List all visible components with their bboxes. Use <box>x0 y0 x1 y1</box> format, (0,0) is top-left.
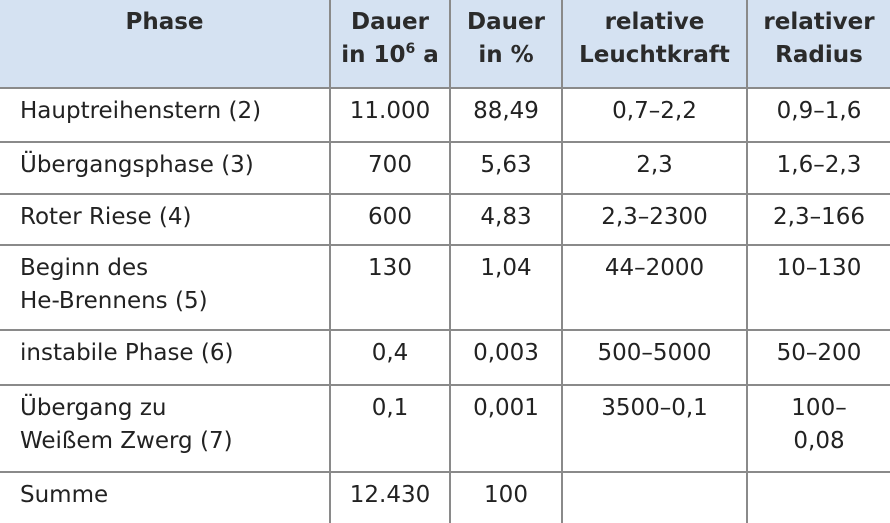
cell-text: instabile Phase (6) <box>20 340 234 366</box>
cell-text: 1,04 <box>480 255 532 281</box>
table-cell: 2,3–2300 <box>561 193 748 246</box>
cell-text: Übergang zu <box>20 395 167 421</box>
table-cell: 3500–0,1 <box>561 384 748 473</box>
table-cell: Hauptreihenstern (2) <box>0 87 331 143</box>
cell-text: 100 <box>484 482 528 508</box>
cell-text: 0,1 <box>371 395 409 421</box>
cell-text: 500–5000 <box>597 340 712 366</box>
table-cell <box>746 471 890 523</box>
table-cell: 600 <box>329 193 451 246</box>
header-row: Phase Dauer in 106 a Dauer in % relative Leuch… <box>0 0 890 89</box>
cell-text: 600 <box>368 204 412 230</box>
cell-text: 0,001 <box>473 395 539 421</box>
cell-text: 4,83 <box>480 204 532 230</box>
table-cell: Beginn des He-Brennens (5) <box>0 244 331 331</box>
cell-text: Weißem Zwerg (7) <box>20 428 233 454</box>
table-cell: 2,3–166 <box>746 193 890 246</box>
table-cell: 0,003 <box>449 329 563 386</box>
header-text: a <box>415 42 439 68</box>
cell-text: 2,3–2300 <box>601 204 708 230</box>
table-cell: 12.430 <box>329 471 451 523</box>
table-cell: 0,7–2,2 <box>561 87 748 143</box>
cell-text: 130 <box>368 255 412 281</box>
table-cell: 0,4 <box>329 329 451 386</box>
table-cell: 0,1 <box>329 384 451 473</box>
header-line: Dauer <box>351 9 429 35</box>
table-cell: 0,001 <box>449 384 563 473</box>
cell-text: 0,003 <box>473 340 539 366</box>
cell-text: 0,08 <box>793 428 845 454</box>
table-cell: instabile Phase (6) <box>0 329 331 386</box>
header-line: in 106 a <box>341 39 439 72</box>
header-cell: relative Leuchtkraft <box>561 0 748 89</box>
table-cell: 2,3 <box>561 141 748 195</box>
cell-text: He-Brennens (5) <box>20 288 208 314</box>
cell-text: 10–130 <box>776 255 862 281</box>
table-cell: 700 <box>329 141 451 195</box>
header-text: in 10 <box>341 42 406 68</box>
cell-text: 0,7–2,2 <box>612 98 697 124</box>
cell-text: 88,49 <box>473 98 539 124</box>
table-cell: 11.000 <box>329 87 451 143</box>
cell-text: Summe <box>20 482 109 508</box>
cell-text: 100– <box>791 395 847 421</box>
cell-text: Übergangsphase (3) <box>20 152 254 178</box>
table-cell: 0,9–1,6 <box>746 87 890 143</box>
cell-text: Hauptreihenstern (2) <box>20 98 262 124</box>
header-line: relativer <box>763 9 875 35</box>
table-cell: 500–5000 <box>561 329 748 386</box>
table-cell: Übergangsphase (3) <box>0 141 331 195</box>
table-cell: 50–200 <box>746 329 890 386</box>
cell-text: 2,3 <box>636 152 673 178</box>
table-row: Übergang zu Weißem Zwerg (7) 0,1 0,001 3500–… <box>0 384 890 473</box>
table-cell: 1,04 <box>449 244 563 331</box>
cell-text: Roter Riese (4) <box>20 204 192 230</box>
table-row: Hauptreihenstern (2) 11.000 88,49 0,7–2,2 0,… <box>0 87 890 143</box>
table-cell: 130 <box>329 244 451 331</box>
table-cell: 1,6–2,3 <box>746 141 890 195</box>
cell-text: 0,4 <box>371 340 409 366</box>
table-cell: 44–2000 <box>561 244 748 331</box>
table-cell: Roter Riese (4) <box>0 193 331 246</box>
cell-text: 2,3–166 <box>773 204 865 230</box>
table-cell <box>561 471 748 523</box>
table-row: instabile Phase (6) 0,4 0,003 500–5000 50–20… <box>0 329 890 386</box>
header-line: relative <box>604 9 705 35</box>
table-cell: 10–130 <box>746 244 890 331</box>
header-line: Leuchtkraft <box>579 42 730 68</box>
cell-text: 11.000 <box>349 98 431 124</box>
table-cell: Übergang zu Weißem Zwerg (7) <box>0 384 331 473</box>
table-row: Beginn des He-Brennens (5) 130 1,04 44–2000 1… <box>0 244 890 331</box>
header-cell: Dauer in 106 a <box>329 0 451 89</box>
table-cell: 100 <box>449 471 563 523</box>
header-line: Phase <box>125 9 204 35</box>
cell-text: 5,63 <box>480 152 532 178</box>
header-line: Radius <box>775 42 863 68</box>
cell-text: 700 <box>368 152 412 178</box>
table-row: Summe 12.430 100 <box>0 471 890 523</box>
header-cell: Dauer in % <box>449 0 563 89</box>
table-cell: 4,83 <box>449 193 563 246</box>
table-row: Roter Riese (4) 600 4,83 2,3–2300 2,3–166 <box>0 193 890 246</box>
cell-text: Beginn des <box>20 255 149 281</box>
table-cell: 5,63 <box>449 141 563 195</box>
table-cell: Summe <box>0 471 331 523</box>
cell-text: 50–200 <box>776 340 862 366</box>
superscript: 6 <box>405 41 416 57</box>
header-line: in % <box>478 42 534 68</box>
table-cell: 88,49 <box>449 87 563 143</box>
cell-text: 3500–0,1 <box>601 395 708 421</box>
cell-text: 12.430 <box>349 482 431 508</box>
cell-text: 44–2000 <box>604 255 705 281</box>
header-line: Dauer <box>467 9 545 35</box>
cell-text: 1,6–2,3 <box>776 152 862 178</box>
header-cell: relativer Radius <box>746 0 890 89</box>
cell-text: 0,9–1,6 <box>776 98 862 124</box>
header-cell: Phase <box>0 0 331 89</box>
table-cell: 100– 0,08 <box>746 384 890 473</box>
table-row: Übergangsphase (3) 700 5,63 2,3 1,6–2,3 <box>0 141 890 195</box>
